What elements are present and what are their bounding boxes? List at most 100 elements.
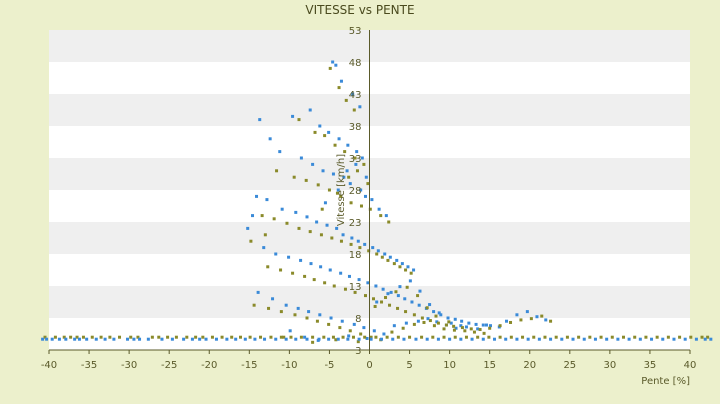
baseline-point <box>284 337 288 341</box>
scatter-point <box>362 162 366 166</box>
baseline-point <box>560 337 564 341</box>
baseline-point <box>621 335 625 339</box>
scatter-point <box>280 207 284 211</box>
baseline-point <box>204 337 208 341</box>
baseline-point <box>138 337 142 341</box>
x-tick-label: -40 <box>41 360 57 371</box>
scatter-point <box>410 300 414 304</box>
scatter-point <box>321 169 325 173</box>
scatter-point <box>328 66 332 70</box>
baseline-point <box>683 337 687 341</box>
baseline-point <box>605 337 609 341</box>
scatter-point <box>442 327 446 331</box>
scatter-point <box>278 150 282 154</box>
scatter-point <box>395 258 399 262</box>
scatter-point <box>390 330 394 334</box>
scatter-point <box>376 249 380 253</box>
baseline-point <box>194 335 198 339</box>
baseline-point <box>582 337 586 341</box>
baseline-point <box>689 335 693 339</box>
baseline-point <box>220 335 224 339</box>
scatter-point <box>422 320 426 324</box>
scatter-point <box>383 252 387 256</box>
scatter-point <box>425 306 429 310</box>
baseline-point <box>198 337 202 341</box>
scatter-point <box>335 226 339 230</box>
baseline-point <box>166 335 170 339</box>
baseline-point <box>289 335 293 339</box>
baseline-point <box>644 335 648 339</box>
scatter-point <box>305 215 309 219</box>
baseline-point <box>336 337 340 341</box>
scatter-point <box>352 322 356 326</box>
baseline-point <box>431 335 435 339</box>
baseline-point <box>69 335 73 339</box>
baseline-point <box>299 335 303 339</box>
baseline-point <box>94 337 98 341</box>
baseline-point <box>214 337 218 341</box>
scatter-point <box>452 324 456 328</box>
baseline-point <box>464 335 468 339</box>
scatter-point <box>353 290 357 294</box>
scatter-point <box>315 319 319 323</box>
scatter-point <box>288 329 292 333</box>
baseline-point <box>259 335 263 339</box>
scatter-point <box>377 207 381 211</box>
baseline-point <box>481 337 485 341</box>
scatter-point <box>366 281 370 285</box>
baseline-point <box>210 335 214 339</box>
scatter-point <box>398 265 402 269</box>
scatter-point <box>418 289 422 293</box>
scatter-point <box>498 324 502 328</box>
baseline-point <box>526 337 530 341</box>
scatter-point <box>345 169 349 173</box>
scatter-point <box>311 162 315 166</box>
scatter-point <box>323 134 327 138</box>
scatter-point <box>354 162 358 166</box>
baseline-point <box>190 337 194 341</box>
scatter-point <box>396 294 400 298</box>
baseline-point <box>363 335 367 339</box>
baseline-point <box>369 337 373 341</box>
x-tick-label: 15 <box>483 360 496 371</box>
baseline-point <box>253 337 257 341</box>
x-tick-label: 25 <box>563 360 576 371</box>
scatter-point <box>401 326 405 330</box>
scatter-point <box>347 274 351 278</box>
baseline-point <box>385 335 389 339</box>
scatter-point <box>478 328 482 332</box>
baseline-point <box>238 335 242 339</box>
scatter-point <box>380 255 384 259</box>
scatter-point <box>382 332 386 336</box>
scatter-point <box>303 274 307 278</box>
baseline-point <box>103 337 107 341</box>
baseline-point <box>627 337 631 341</box>
scatter-point <box>327 322 331 326</box>
scatter-point <box>328 268 332 272</box>
scatter-point <box>529 317 533 321</box>
baseline-point <box>414 337 418 341</box>
scatter-point <box>362 326 366 330</box>
baseline-point <box>73 337 77 341</box>
scatter-point <box>351 92 355 96</box>
scatter-point <box>363 194 367 198</box>
baseline-point <box>420 335 424 339</box>
scatter-point <box>426 317 430 321</box>
scatter-point <box>355 169 359 173</box>
x-tick-label: 0 <box>366 360 372 371</box>
scatter-point <box>488 326 492 330</box>
scatter-point <box>412 313 416 317</box>
baseline-point <box>331 335 335 339</box>
baseline-point <box>694 337 698 341</box>
scatter-point <box>375 252 379 256</box>
scatter-point <box>412 322 416 326</box>
scatter-point <box>350 236 354 240</box>
scatter-point <box>389 290 393 294</box>
scatter-point <box>464 325 468 329</box>
y-tick-label: 28 <box>349 186 362 197</box>
baseline-point <box>442 335 446 339</box>
baseline-point <box>50 337 54 341</box>
baseline-point <box>357 337 361 341</box>
scatter-point <box>309 262 313 266</box>
scatter-point <box>360 156 364 160</box>
